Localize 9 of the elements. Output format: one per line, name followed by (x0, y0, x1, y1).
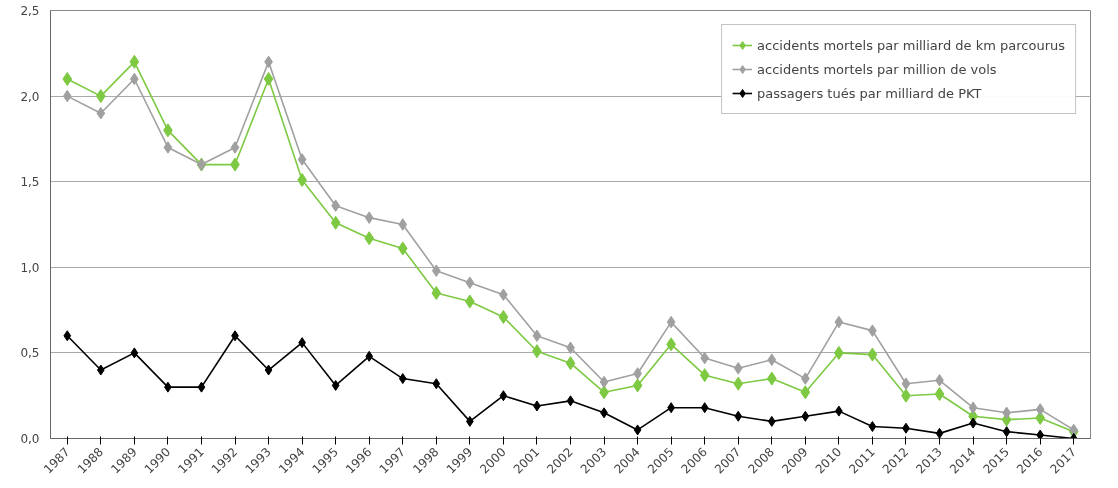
y-tick-label: 0,0 (20, 432, 40, 446)
y-tick-label: 1,0 (20, 260, 40, 275)
legend-label: accidents mortels par million de vols (757, 61, 997, 77)
y-tick-label: 0,5 (20, 346, 40, 361)
legend-label: accidents mortels par milliard de km parcourus (757, 37, 1065, 53)
y-tick-label: 2,5 (20, 4, 40, 18)
y-tick-label: 2,0 (20, 89, 40, 104)
y-tick-label: 1,5 (20, 175, 40, 190)
legend-label: passagers tués par milliard de PKT (757, 85, 982, 101)
